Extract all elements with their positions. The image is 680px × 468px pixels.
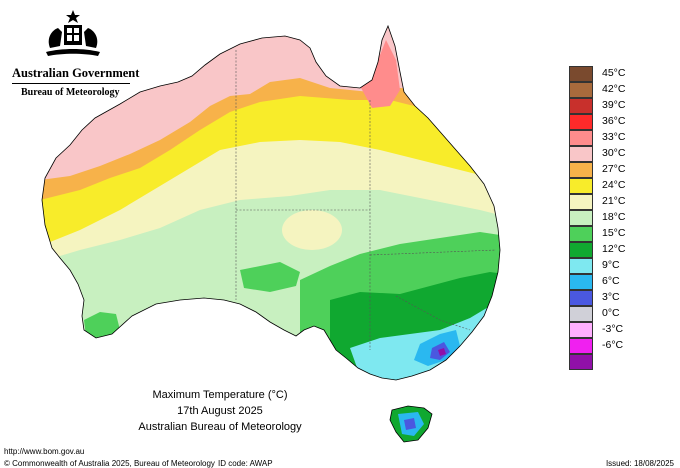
legend-swatch [569, 194, 593, 210]
legend-swatch [569, 354, 593, 370]
legend-swatch [569, 226, 593, 242]
legend-swatch [569, 290, 593, 306]
legend-label: -3°C [602, 323, 624, 335]
temperature-map [41, 24, 501, 443]
legend-label: 6°C [602, 275, 620, 287]
legend-swatch [569, 162, 593, 178]
map-date: 17th August 2025 [177, 405, 263, 417]
legend-item: 33°C [569, 130, 633, 146]
legend-item: 6°C [569, 274, 633, 290]
legend-label: 21°C [602, 195, 626, 207]
legend-swatch [569, 146, 593, 162]
legend-swatch [569, 258, 593, 274]
legend-item: 9°C [569, 258, 633, 274]
legend-item: 30°C [569, 146, 633, 162]
legend-swatch [569, 210, 593, 226]
legend-swatch [569, 322, 593, 338]
issued-date: Issued: 18/08/2025 [605, 459, 674, 468]
legend-swatch [569, 242, 593, 258]
legend-item: 15°C [569, 226, 633, 242]
legend-label: 15°C [602, 227, 626, 239]
legend-item: 12°C [569, 242, 633, 258]
logo-divider [12, 83, 130, 84]
legend-label: 0°C [602, 307, 620, 319]
legend-label: 45°C [602, 67, 626, 79]
legend-label: 3°C [602, 291, 620, 303]
coat-of-arms-icon [46, 10, 100, 56]
government-title: Australian Government [12, 66, 140, 80]
legend-swatch [569, 274, 593, 290]
legend-label: 33°C [602, 131, 626, 143]
map-agency: Australian Bureau of Meteorology [138, 421, 302, 433]
copyright-text: © Commonwealth of Australia 2025, Bureau… [4, 459, 215, 468]
website-link[interactable]: http://www.bom.gov.au [4, 447, 85, 456]
map-caption: Maximum Temperature (°C) 17th August 202… [120, 387, 320, 435]
legend-item: 42°C [569, 82, 633, 98]
legend-label: -6°C [602, 339, 624, 351]
legend-swatch [569, 306, 593, 322]
legend-item: -3°C [569, 322, 633, 338]
legend-label: 9°C [602, 259, 620, 271]
legend-swatch [569, 66, 593, 82]
legend-item: 39°C [569, 98, 633, 114]
temperature-legend: 45°C 42°C 39°C 36°C 33°C 30°C 27°C 24°C … [569, 66, 633, 370]
legend-label: 36°C [602, 115, 626, 127]
legend-item [569, 354, 633, 370]
legend-label: 18°C [602, 211, 626, 223]
legend-swatch [569, 82, 593, 98]
legend-label: 39°C [602, 99, 626, 111]
legend-item: 36°C [569, 114, 633, 130]
legend-swatch [569, 130, 593, 146]
legend-label: 27°C [602, 163, 626, 175]
legend-swatch [569, 338, 593, 354]
legend-item: 21°C [569, 194, 633, 210]
legend-swatch [569, 98, 593, 114]
legend-item: 27°C [569, 162, 633, 178]
map-title: Maximum Temperature (°C) [152, 389, 288, 401]
legend-item: -6°C [569, 338, 633, 354]
legend-item: 45°C [569, 66, 633, 82]
legend-item: 0°C [569, 306, 633, 322]
id-code: ID code: AWAP [218, 459, 273, 468]
legend-item: 3°C [569, 290, 633, 306]
legend-label: 42°C [602, 83, 626, 95]
government-logo: Australian Government Bureau of Meteorol… [8, 8, 139, 98]
bureau-title: Bureau of Meteorology [21, 87, 120, 98]
legend-swatch [569, 114, 593, 130]
legend-item: 24°C [569, 178, 633, 194]
legend-item: 18°C [569, 210, 633, 226]
legend-label: 30°C [602, 147, 626, 159]
legend-swatch [569, 178, 593, 194]
legend-label: 24°C [602, 179, 626, 191]
legend-label: 12°C [602, 243, 626, 255]
